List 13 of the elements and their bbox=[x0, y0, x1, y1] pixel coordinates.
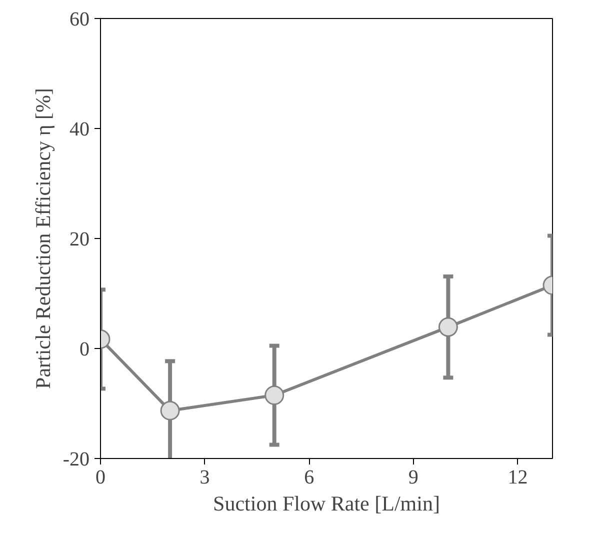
x-tick-label: 3 bbox=[200, 466, 210, 488]
x-tick-label: 12 bbox=[508, 466, 528, 488]
x-tick-label: 6 bbox=[304, 466, 314, 488]
x-axis-title: Suction Flow Rate [L/min] bbox=[213, 492, 440, 516]
y-axis-title: Particle Reduction Efficiency η [%] bbox=[30, 88, 55, 389]
y-tick-label: 0 bbox=[80, 338, 90, 360]
point bbox=[264, 386, 284, 405]
y-tick-label: 60 bbox=[70, 8, 90, 30]
y-tick-label: 20 bbox=[70, 228, 90, 250]
x-tick-label: 9 bbox=[408, 466, 418, 488]
x-tick-label: 0 bbox=[96, 466, 106, 488]
y-tick-label: 40 bbox=[70, 118, 90, 140]
y-tick-label: -20 bbox=[62, 448, 90, 470]
